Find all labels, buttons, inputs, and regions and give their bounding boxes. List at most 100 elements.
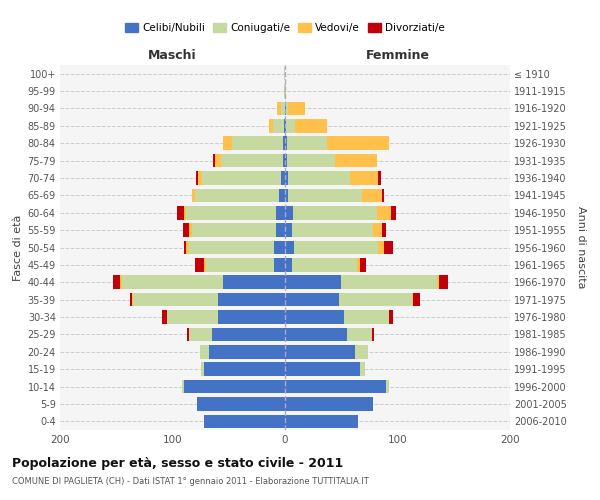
- Bar: [377, 206, 391, 220]
- Bar: [285, 240, 294, 254]
- Text: Popolazione per età, sesso e stato civile - 2011: Popolazione per età, sesso e stato civil…: [12, 458, 343, 470]
- Bar: [284, 67, 285, 80]
- Text: Maschi: Maschi: [148, 48, 197, 62]
- Bar: [285, 154, 287, 168]
- Bar: [196, 171, 199, 185]
- Bar: [391, 206, 397, 220]
- Bar: [190, 224, 191, 237]
- Bar: [281, 102, 285, 115]
- Bar: [361, 362, 365, 376]
- Bar: [199, 345, 209, 358]
- Text: COMUNE DI PAGLIETA (CH) - Dati ISTAT 1° gennaio 2011 - Elaborazione TUTTITALIA.I: COMUNE DI PAGLIETA (CH) - Dati ISTAT 1° …: [12, 478, 369, 486]
- Bar: [286, 102, 289, 115]
- Bar: [133, 293, 218, 306]
- Text: Femmine: Femmine: [365, 48, 430, 62]
- Bar: [223, 136, 232, 150]
- Bar: [285, 102, 286, 115]
- Bar: [191, 224, 276, 237]
- Bar: [285, 380, 386, 394]
- Bar: [191, 188, 195, 202]
- Bar: [285, 136, 287, 150]
- Bar: [289, 171, 350, 185]
- Bar: [281, 171, 285, 185]
- Bar: [382, 224, 386, 237]
- Bar: [371, 328, 374, 341]
- Bar: [199, 171, 202, 185]
- Bar: [272, 119, 284, 132]
- Bar: [287, 154, 335, 168]
- Bar: [339, 293, 412, 306]
- Bar: [221, 154, 283, 168]
- Bar: [285, 188, 289, 202]
- Bar: [285, 414, 358, 428]
- Bar: [335, 154, 377, 168]
- Bar: [295, 119, 326, 132]
- Bar: [341, 276, 437, 289]
- Bar: [204, 414, 285, 428]
- Bar: [437, 276, 439, 289]
- Bar: [187, 328, 190, 341]
- Bar: [361, 258, 366, 272]
- Bar: [184, 240, 186, 254]
- Bar: [284, 84, 285, 98]
- Bar: [285, 310, 343, 324]
- Bar: [285, 171, 289, 185]
- Bar: [326, 136, 389, 150]
- Bar: [439, 276, 448, 289]
- Bar: [413, 293, 420, 306]
- Legend: Celibi/Nubili, Coniugati/e, Vedovi/e, Divorziati/e: Celibi/Nubili, Coniugati/e, Vedovi/e, Di…: [121, 19, 449, 38]
- Bar: [292, 224, 373, 237]
- Bar: [276, 224, 285, 237]
- Bar: [384, 240, 393, 254]
- Y-axis label: Anni di nascita: Anni di nascita: [577, 206, 586, 289]
- Bar: [132, 293, 133, 306]
- Bar: [412, 293, 413, 306]
- Bar: [184, 380, 285, 394]
- Bar: [269, 119, 272, 132]
- Bar: [213, 154, 215, 168]
- Bar: [190, 328, 212, 341]
- Bar: [280, 188, 285, 202]
- Bar: [285, 119, 286, 132]
- Bar: [119, 276, 122, 289]
- Bar: [287, 136, 326, 150]
- Bar: [379, 240, 384, 254]
- Bar: [204, 258, 206, 272]
- Bar: [382, 188, 384, 202]
- Y-axis label: Fasce di età: Fasce di età: [13, 214, 23, 280]
- Bar: [163, 310, 167, 324]
- Bar: [186, 240, 190, 254]
- Bar: [285, 362, 361, 376]
- Bar: [357, 258, 361, 272]
- Bar: [292, 258, 357, 272]
- Bar: [285, 258, 292, 272]
- Bar: [218, 310, 285, 324]
- Bar: [283, 154, 285, 168]
- Bar: [285, 328, 347, 341]
- Bar: [284, 119, 285, 132]
- Bar: [215, 154, 221, 168]
- Bar: [202, 171, 281, 185]
- Bar: [232, 136, 283, 150]
- Bar: [223, 276, 285, 289]
- Bar: [389, 310, 393, 324]
- Bar: [177, 206, 184, 220]
- Bar: [285, 224, 292, 237]
- Bar: [285, 293, 339, 306]
- Bar: [285, 276, 341, 289]
- Bar: [285, 206, 293, 220]
- Bar: [184, 206, 186, 220]
- Bar: [285, 84, 286, 98]
- Bar: [361, 188, 382, 202]
- Bar: [294, 240, 379, 254]
- Bar: [386, 380, 389, 394]
- Bar: [130, 293, 132, 306]
- Bar: [379, 171, 380, 185]
- Bar: [195, 188, 280, 202]
- Bar: [283, 136, 285, 150]
- Bar: [113, 276, 119, 289]
- Bar: [206, 258, 274, 272]
- Bar: [195, 258, 204, 272]
- Bar: [212, 328, 285, 341]
- Bar: [355, 345, 368, 358]
